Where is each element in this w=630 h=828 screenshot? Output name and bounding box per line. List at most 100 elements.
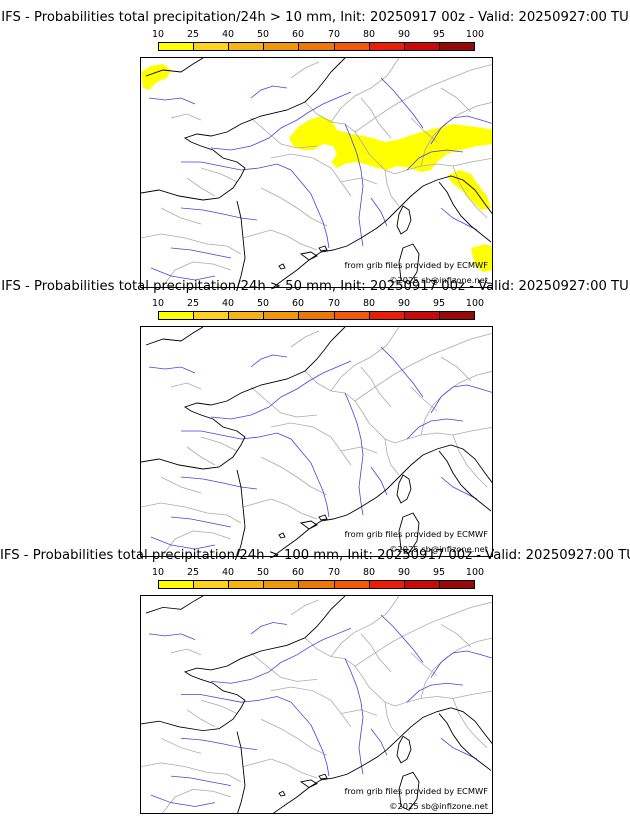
admin-border [354,601,492,667]
scale-tick: 100 [465,29,485,40]
admin-border [452,698,488,748]
admin-border [384,690,492,707]
scale-tick: 70 [327,29,341,40]
admin-border [354,64,492,133]
scale-swatch [439,312,474,319]
scale-tick: 50 [256,298,270,309]
color-scale-bar [158,42,475,51]
island [278,263,286,270]
admin-border [290,330,320,348]
credit-grib: from grib files provided by ECMWF [344,786,488,796]
panel-title: IFS - Probabilities total precipitation/… [1,10,629,25]
river [170,775,232,786]
river [344,392,364,516]
island [398,512,420,554]
admin-border [200,699,238,714]
river [150,794,216,807]
admin-border [242,229,318,251]
admin-border [440,356,472,382]
map-layer [141,327,492,556]
credit-copyright: ©2025 sb@infizone.net [389,275,488,285]
river [180,207,258,221]
river [344,658,364,775]
map-france-50mm: from grib files provided by ECMWF ©2025 … [140,326,493,557]
river [180,476,258,490]
admin-border [330,596,400,657]
admin-border [420,371,492,436]
scale-swatch [439,581,474,588]
admin-border [440,624,472,648]
river [380,614,424,663]
color-scale-labels: 10 25 40 50 60 70 80 90 95 100 [150,298,490,310]
river [344,123,364,247]
scale-tick: 100 [465,298,485,309]
admin-border [440,87,472,113]
admin-border [250,117,318,149]
map-layer [141,596,492,813]
admin-border [340,709,378,716]
admin-border [160,207,202,225]
admin-border [420,637,492,699]
scale-swatch [264,312,300,319]
scale-tick: 60 [291,298,305,309]
scale-tick: 50 [256,29,270,40]
island [278,532,286,539]
river [310,193,330,249]
scale-swatch [299,312,335,319]
scale-swatch [334,312,370,319]
scale-tick: 10 [151,298,165,309]
map-canvas [141,327,492,556]
admin-border [384,169,400,207]
scale-swatch [404,312,440,319]
river [250,85,288,99]
admin-border [384,702,400,737]
island [396,735,412,764]
scale-swatch [229,312,265,319]
scale-swatch [229,581,265,588]
island [318,245,328,252]
admin-border [290,599,320,616]
scale-swatch [264,581,300,588]
scale-tick: 90 [397,567,411,578]
panel-title: IFS - Probabilities total precipitation/… [0,548,630,563]
scale-swatch [334,43,370,50]
precip-area [141,64,171,90]
admin-border [354,333,492,402]
river [250,354,288,368]
scale-tick: 80 [362,298,376,309]
scale-tick: 10 [151,567,165,578]
scale-tick: 70 [327,567,341,578]
island [396,474,412,504]
river [181,694,312,726]
admin-border [242,498,318,520]
river [148,366,196,374]
admin-border [186,709,216,728]
scale-swatch [194,312,230,319]
admin-border [162,789,232,813]
river [210,627,352,684]
river [406,149,464,171]
scale-tick: 95 [432,298,446,309]
admin-border [161,261,232,287]
admin-border [160,476,202,494]
scale-swatch [194,581,230,588]
admin-border [330,58,400,123]
admin-border [260,456,328,496]
island [396,205,412,235]
admin-border [384,426,492,444]
scale-tick: 50 [256,567,270,578]
color-scale-labels: 10 25 40 50 60 70 80 90 95 100 [150,29,490,41]
river [440,207,478,231]
admin-border [340,177,378,185]
coastline [141,58,346,201]
scale-tick: 60 [291,29,305,40]
scale-swatch [334,581,370,588]
scale-tick: 70 [327,298,341,309]
coastline [273,707,492,813]
scale-swatch [194,43,230,50]
admin-border [290,61,320,79]
scale-tick: 90 [397,29,411,40]
admin-border [260,187,328,227]
scale-swatch [369,581,405,588]
admin-border [170,648,202,656]
